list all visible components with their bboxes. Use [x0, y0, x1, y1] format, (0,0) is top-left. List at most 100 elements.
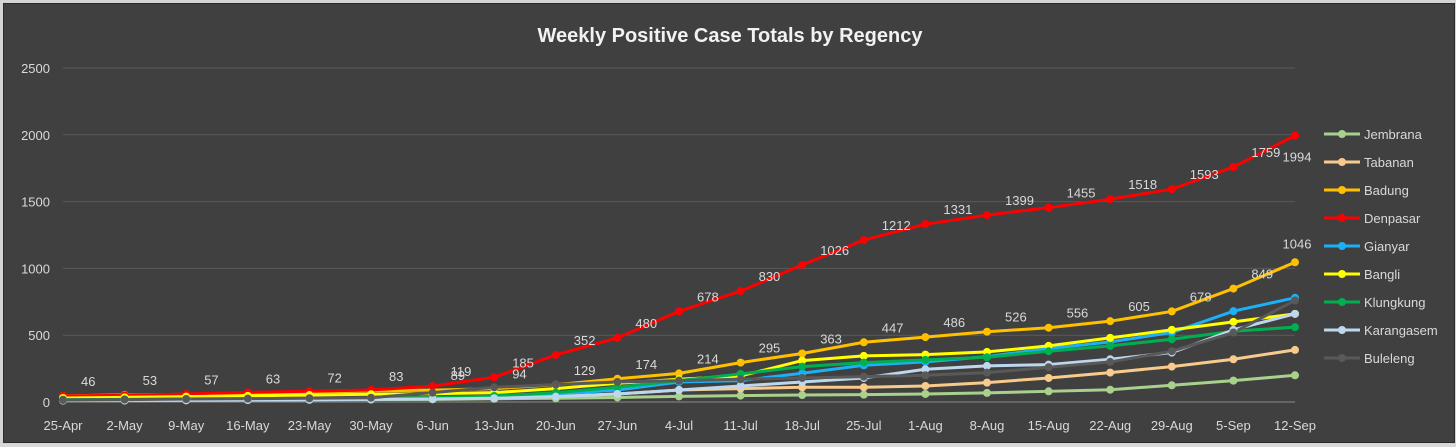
- data-label: 1026: [820, 243, 849, 258]
- data-label: 352: [574, 333, 596, 348]
- data-label: 447: [882, 320, 904, 335]
- data-label: 1759: [1251, 145, 1280, 160]
- y-tick-label: 1500: [21, 195, 50, 210]
- data-point-jembrana: [1044, 387, 1053, 396]
- y-tick-label: 500: [28, 328, 50, 343]
- data-label: 63: [266, 372, 280, 387]
- data-point-buleleng: [182, 395, 191, 404]
- data-point-karangasem: [921, 365, 930, 374]
- data-point-badung: [736, 358, 745, 367]
- data-label: 119: [451, 364, 472, 379]
- data-point-buleleng: [1044, 363, 1053, 372]
- legend-label: Karangasem: [1364, 323, 1438, 338]
- x-tick-label: 20-Jun: [536, 418, 576, 433]
- data-point-tabanan: [1044, 373, 1053, 382]
- data-label: 605: [1128, 299, 1150, 314]
- data-point-denpasar: [921, 220, 930, 229]
- x-tick-label: 8-Aug: [970, 418, 1005, 433]
- data-point-denpasar: [1229, 162, 1238, 171]
- data-point-buleleng: [120, 395, 129, 404]
- data-label: 1399: [1005, 193, 1034, 208]
- data-label: 72: [327, 370, 341, 385]
- data-point-bangli: [859, 351, 868, 360]
- data-point-buleleng: [613, 377, 622, 386]
- x-tick-label: 25-Jul: [846, 418, 882, 433]
- y-tick-label: 1000: [21, 261, 50, 276]
- data-label: 830: [759, 269, 781, 284]
- data-label: 1212: [882, 218, 911, 233]
- data-point-buleleng: [1291, 296, 1299, 305]
- data-point-klungkung: [921, 355, 930, 364]
- data-point-karangasem: [490, 394, 499, 403]
- data-point-buleleng: [1106, 357, 1115, 366]
- data-point-klungkung: [983, 353, 991, 362]
- data-point-buleleng: [59, 395, 67, 404]
- data-point-jembrana: [798, 391, 807, 400]
- x-tick-label: 27-Jun: [598, 418, 638, 433]
- data-point-buleleng: [1167, 347, 1176, 356]
- data-point-tabanan: [1291, 345, 1299, 354]
- data-point-klungkung: [1167, 335, 1176, 344]
- data-label: 57: [204, 372, 218, 387]
- data-point-buleleng: [428, 388, 437, 397]
- data-label: 363: [820, 332, 842, 347]
- line-chart: Weekly Positive Case Totals by Regency 0…: [21, 25, 1438, 433]
- y-tick-label: 2500: [21, 61, 50, 76]
- x-tick-label: 23-May: [288, 418, 332, 433]
- data-point-tabanan: [921, 381, 930, 390]
- data-point-badung: [921, 333, 930, 342]
- chart-area: Weekly Positive Case Totals by Regency 0…: [3, 3, 1455, 443]
- x-tick-label: 25-Apr: [43, 418, 83, 433]
- data-label: 678: [1190, 289, 1212, 304]
- data-point-klungkung: [798, 362, 807, 371]
- x-tick-label: 1-Aug: [908, 418, 943, 433]
- data-point-tabanan: [859, 383, 868, 392]
- data-point-jembrana: [1229, 376, 1238, 385]
- data-point-badung: [1106, 317, 1115, 326]
- data-point-bangli: [1106, 333, 1115, 342]
- data-point-denpasar: [675, 307, 683, 316]
- data-point-denpasar: [428, 382, 437, 391]
- data-point-denpasar: [613, 333, 622, 342]
- data-label: 46: [81, 374, 95, 389]
- data-point-jembrana: [675, 392, 683, 401]
- data-point-karangasem: [1291, 309, 1299, 318]
- data-point-denpasar: [736, 287, 745, 296]
- legend-marker: [1338, 186, 1346, 194]
- data-point-buleleng: [367, 393, 375, 402]
- x-tick-label: 29-Aug: [1151, 418, 1193, 433]
- data-point-denpasar: [983, 211, 991, 220]
- data-point-buleleng: [859, 372, 868, 381]
- data-point-buleleng: [983, 368, 991, 377]
- data-label: 678: [697, 289, 719, 304]
- data-label: 129: [574, 363, 596, 378]
- data-point-buleleng: [243, 394, 252, 403]
- data-label: 174: [635, 357, 657, 372]
- x-tick-label: 11-Jul: [723, 418, 758, 433]
- data-point-buleleng: [490, 383, 499, 392]
- legend-marker: [1338, 298, 1346, 306]
- legend-marker: [1338, 242, 1346, 250]
- y-tick-label: 0: [43, 395, 50, 410]
- data-point-buleleng: [675, 376, 683, 385]
- x-tick-label: 9-May: [168, 418, 205, 433]
- data-label: 1046: [1283, 236, 1312, 251]
- data-point-denpasar: [1291, 131, 1299, 140]
- data-point-denpasar: [1167, 185, 1176, 194]
- data-point-denpasar: [490, 373, 499, 382]
- data-point-karangasem: [428, 395, 437, 404]
- y-tick-label: 2000: [21, 128, 50, 143]
- legend-marker: [1338, 326, 1346, 334]
- legend-marker: [1338, 158, 1346, 166]
- data-point-tabanan: [1106, 368, 1115, 377]
- data-point-buleleng: [1229, 328, 1238, 337]
- data-point-karangasem: [736, 381, 745, 390]
- legend-label: Denpasar: [1364, 211, 1421, 226]
- data-point-jembrana: [1291, 371, 1299, 380]
- data-point-bangli: [798, 356, 807, 365]
- data-point-buleleng: [736, 375, 745, 384]
- data-point-jembrana: [736, 391, 745, 400]
- data-point-klungkung: [1044, 347, 1053, 356]
- legend-label: Buleleng: [1364, 351, 1415, 366]
